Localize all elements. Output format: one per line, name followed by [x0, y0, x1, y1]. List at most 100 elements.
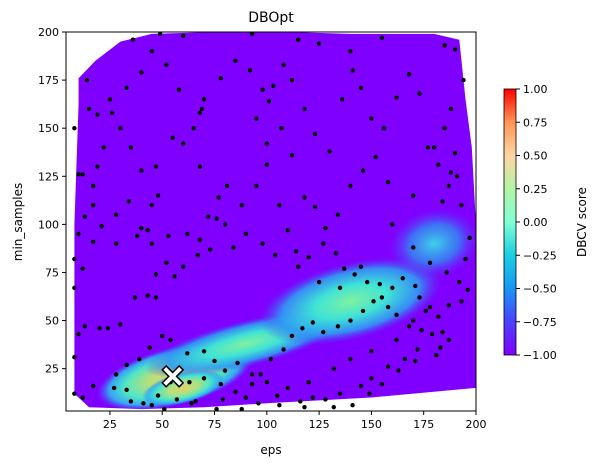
sample-point	[180, 33, 186, 39]
sample-point	[390, 222, 395, 227]
x-tick-label: 50	[155, 418, 169, 431]
sample-point	[172, 274, 177, 279]
sample-point	[86, 106, 92, 112]
sample-point	[444, 270, 449, 275]
sample-point	[201, 349, 207, 354]
sample-point	[467, 235, 472, 241]
sample-point	[197, 164, 203, 169]
sample-point	[411, 193, 416, 198]
sample-point	[239, 406, 244, 411]
sample-point	[118, 125, 123, 131]
colorbar-tick-label: −1.00	[523, 349, 557, 362]
sample-point	[222, 222, 228, 227]
sample-point	[147, 345, 152, 350]
sample-point	[243, 231, 249, 237]
sample-point	[448, 170, 454, 175]
sample-point	[76, 231, 81, 237]
sample-point	[206, 214, 211, 219]
sample-point	[381, 125, 387, 131]
sample-point	[302, 195, 307, 200]
sample-point	[145, 293, 150, 298]
colorbar-tick-label: 0.50	[523, 150, 548, 163]
best-point-cross	[163, 367, 183, 386]
y-tick-label: 200	[38, 26, 59, 39]
chart-title: DBOpt	[248, 10, 294, 26]
sample-point	[118, 322, 123, 327]
sample-point	[149, 403, 154, 408]
sample-point	[224, 183, 230, 189]
sample-point	[431, 145, 437, 150]
sample-point	[193, 399, 198, 404]
sample-point	[427, 260, 433, 266]
sample-point	[457, 279, 462, 285]
sample-point	[218, 75, 223, 81]
sample-point	[323, 226, 328, 231]
sample-point	[454, 174, 460, 179]
sample-point	[80, 266, 85, 271]
best-point-marker	[161, 364, 185, 388]
sample-point	[216, 195, 221, 200]
sample-point	[379, 35, 385, 40]
y-tick-label: 75	[45, 266, 59, 279]
sample-point	[72, 285, 77, 291]
sample-point	[440, 199, 445, 204]
sample-point	[268, 356, 274, 362]
sample-point	[298, 399, 303, 404]
sample-point	[425, 145, 431, 150]
sample-point	[358, 85, 364, 90]
sample-point	[371, 299, 376, 304]
sample-point	[406, 72, 412, 77]
sample-point	[448, 106, 454, 112]
sample-point	[107, 97, 113, 102]
sample-point	[126, 199, 131, 204]
sample-point	[260, 241, 265, 246]
y-tick-label: 25	[45, 363, 59, 376]
sample-point	[72, 391, 77, 396]
sample-point	[233, 389, 238, 394]
x-tick-label: 25	[103, 418, 117, 431]
sample-point	[208, 247, 213, 252]
sample-point	[411, 245, 416, 250]
sample-point	[176, 87, 182, 92]
sample-point	[365, 279, 370, 285]
sample-point	[342, 266, 347, 271]
sample-point	[327, 149, 332, 154]
sample-point	[427, 304, 433, 310]
sample-point	[348, 356, 353, 362]
sample-point	[306, 379, 311, 385]
sample-point	[130, 37, 136, 42]
sample-point	[76, 331, 81, 337]
colorbar	[503, 88, 517, 356]
sample-point	[360, 308, 366, 314]
sample-point	[440, 329, 445, 335]
sample-point	[243, 395, 249, 400]
sample-point	[436, 314, 441, 319]
sample-point	[239, 202, 244, 208]
sample-point	[155, 393, 161, 398]
sample-point	[446, 302, 452, 308]
colorbar-tick-label: −0.75	[523, 316, 557, 329]
sample-point	[153, 164, 159, 169]
sample-point	[164, 260, 169, 266]
sample-point	[199, 106, 205, 112]
sample-point	[348, 49, 353, 54]
sample-point	[76, 172, 81, 177]
sample-point	[185, 351, 190, 356]
sample-point	[149, 241, 154, 246]
sample-point	[137, 356, 142, 362]
sample-point	[95, 164, 100, 169]
x-tick-label: 100	[256, 418, 277, 431]
sample-point	[442, 43, 447, 48]
sample-point	[114, 241, 119, 246]
sample-point	[434, 353, 439, 358]
sample-point	[222, 368, 228, 373]
sample-point	[396, 368, 401, 373]
sample-point	[461, 77, 466, 83]
sample-point	[358, 264, 364, 269]
sample-point	[139, 70, 144, 75]
x-axis-label: eps	[260, 443, 281, 457]
sample-point	[220, 397, 226, 402]
y-tick-label: 125	[38, 170, 59, 183]
sample-point	[350, 68, 355, 73]
colorbar-ticks: 1.00 0.75 0.50 0.25 0.00 −0.25 −0.50 −0.75 −1.00	[516, 83, 557, 362]
